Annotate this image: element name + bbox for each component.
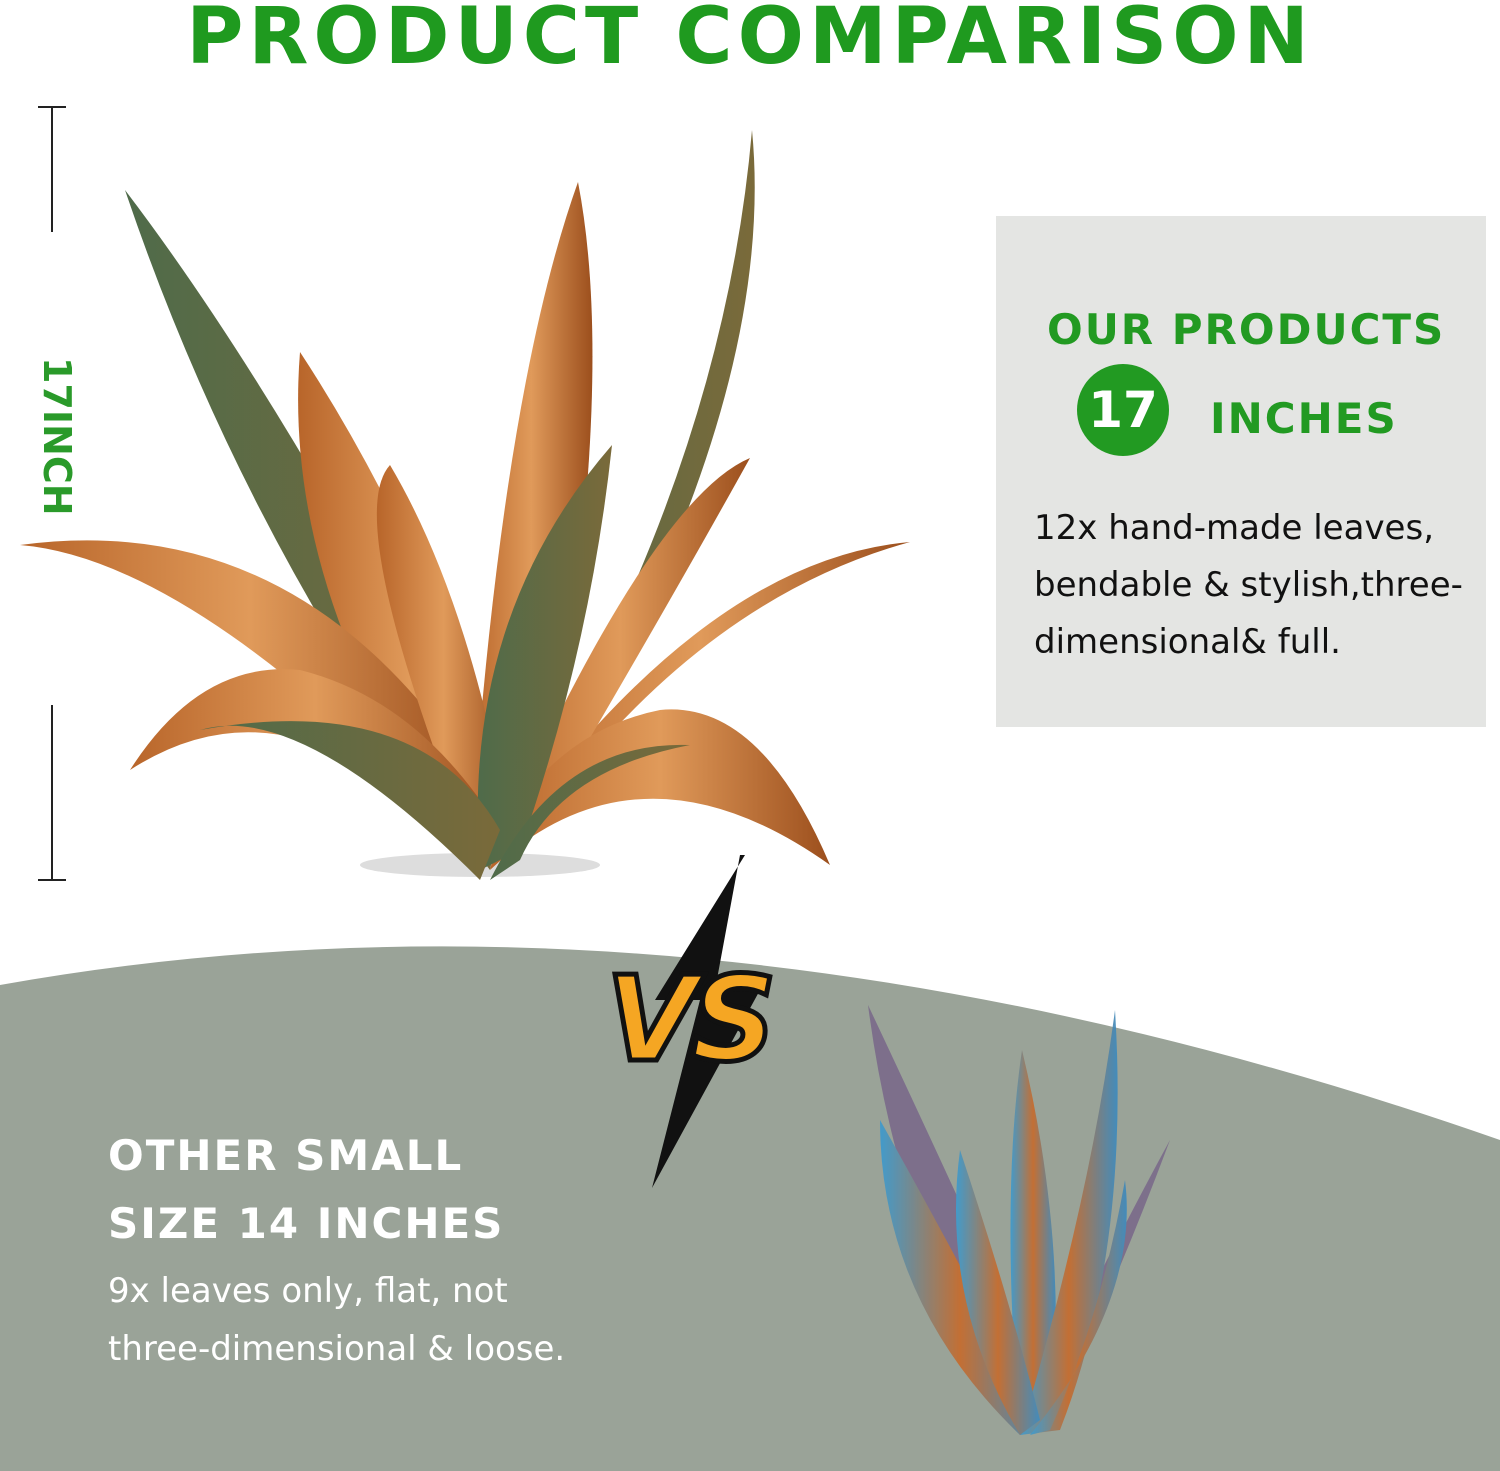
our-product-title: OUR PRODUCTS (1047, 305, 1446, 354)
lower-gray-arc (0, 946, 1500, 1471)
small-agave-plant (868, 1005, 1170, 1435)
vs-label: VS (603, 948, 778, 1091)
our-product-description: 12x hand-made leaves, bendable & stylish… (1034, 508, 1463, 662)
dimension-label: 17INCH (35, 357, 79, 516)
lightning-bolt-icon (652, 855, 760, 1188)
size-unit: INCHES (1210, 394, 1398, 443)
our-product-card (996, 216, 1486, 727)
size-badge: 17 (1077, 364, 1169, 456)
dimension-line (38, 106, 66, 881)
large-agave-plant (20, 130, 910, 880)
other-product-description: 9x leaves only, flat, not three-dimensio… (108, 1271, 566, 1369)
page-title: PRODUCT COMPARISON (186, 0, 1314, 82)
other-product-title: OTHER SMALL SIZE 14 INCHES (108, 1131, 505, 1248)
